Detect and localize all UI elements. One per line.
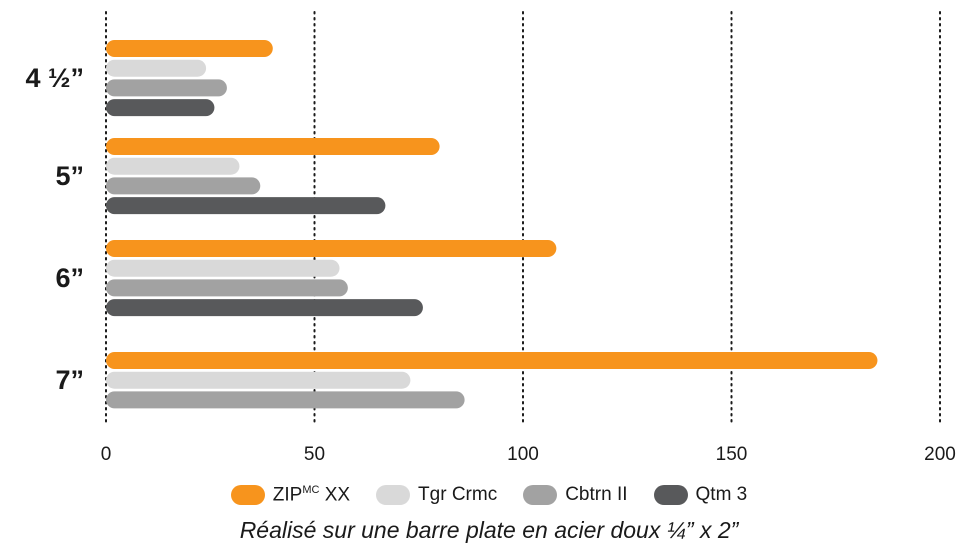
category-label-2: 6” xyxy=(55,263,84,293)
bar-2-2 xyxy=(106,279,348,297)
legend: ZIPMC XX Tgr Crmc Cbtrn II Qtm 3 xyxy=(0,484,978,506)
legend-swatch-zip xyxy=(230,485,265,506)
bar-1-1 xyxy=(106,157,240,175)
x-tick-label-100: 100 xyxy=(507,444,539,465)
legend-item-tgr: Tgr Crmc xyxy=(376,484,497,506)
category-label-0: 4 ½” xyxy=(25,63,84,93)
bar-1-3 xyxy=(106,197,386,215)
category-label-1: 5” xyxy=(55,161,84,191)
bar-2-3 xyxy=(106,299,423,317)
bar-1-2 xyxy=(106,177,261,195)
legend-swatch-qtm xyxy=(653,485,688,506)
bar-2-1 xyxy=(106,259,340,277)
x-tick-label-150: 150 xyxy=(716,444,748,465)
category-label-3: 7” xyxy=(55,365,84,395)
legend-swatch-cbtrn xyxy=(523,485,558,506)
x-tick-label-50: 50 xyxy=(304,444,325,465)
legend-label-cbtrn: Cbtrn II xyxy=(565,484,628,506)
bar-chart: 0 50 100 150 200 4 ½” 5” 6” 7” xyxy=(25,11,956,465)
bar-1-0 xyxy=(106,138,440,155)
legend-item-qtm: Qtm 3 xyxy=(653,484,748,506)
legend-item-zip: ZIPMC XX xyxy=(230,484,351,506)
bar-3-1 xyxy=(106,371,411,389)
bar-0-2 xyxy=(106,79,227,97)
bar-0-3 xyxy=(106,99,215,117)
chart-caption: Réalisé sur une barre plate en acier dou… xyxy=(239,517,739,543)
bar-0-0 xyxy=(106,40,273,57)
bar-0-1 xyxy=(106,59,207,77)
legend-label-tgr: Tgr Crmc xyxy=(418,484,498,506)
x-tick-label-0: 0 xyxy=(101,444,112,465)
x-tick-label-200: 200 xyxy=(924,444,956,465)
bar-3-2 xyxy=(106,391,465,409)
bar-2-0 xyxy=(106,240,557,257)
legend-label-zip: ZIPMC XX xyxy=(272,484,351,506)
bar-3-0 xyxy=(106,352,878,369)
legend-label-qtm: Qtm 3 xyxy=(695,484,748,506)
legend-swatch-tgr xyxy=(376,485,411,506)
legend-item-cbtrn: Cbtrn II xyxy=(523,484,628,506)
